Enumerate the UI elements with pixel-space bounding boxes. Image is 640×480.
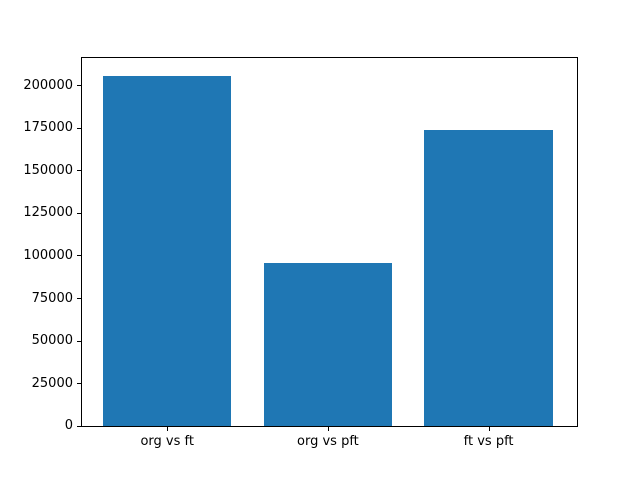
y-tick-mark (77, 383, 81, 384)
bar-org-vs-ft (102, 75, 232, 426)
x-tick-label: org vs pft (297, 434, 359, 449)
y-tick-mark (77, 212, 81, 214)
x-tick-label: ft vs pft (463, 434, 514, 449)
y-tick-mark (77, 298, 81, 299)
y-tick-label: 125000 (23, 205, 73, 221)
y-tick-label: 200000 (23, 77, 73, 93)
y-tick-label: 25000 (31, 375, 73, 391)
y-tick-label: 175000 (23, 120, 73, 136)
bar-ft-vs-pft (424, 130, 553, 426)
x-tick-mark (488, 427, 490, 431)
plot-area: org vs ft org vs pft ft vs pft 0 25000 50000 7… (23, 57, 578, 449)
y-tick-label: 150000 (23, 162, 73, 178)
y-tick-mark (77, 127, 81, 129)
y-tick-mark (77, 340, 81, 342)
y-tick-label: 100000 (23, 247, 73, 263)
y-tick-mark (77, 170, 81, 172)
y-tick-mark (77, 85, 81, 87)
x-tick-mark (167, 427, 169, 431)
x-tick-label: org vs ft (140, 434, 194, 449)
y-tick-mark (77, 255, 81, 257)
x-tick-mark (327, 427, 329, 431)
bar-org-vs-pft (263, 262, 393, 426)
y-tick-label: 75000 (31, 290, 73, 306)
y-tick-label: 50000 (31, 333, 73, 348)
y-tick-label: 0 (64, 418, 73, 433)
y-tick-mark (77, 425, 81, 427)
